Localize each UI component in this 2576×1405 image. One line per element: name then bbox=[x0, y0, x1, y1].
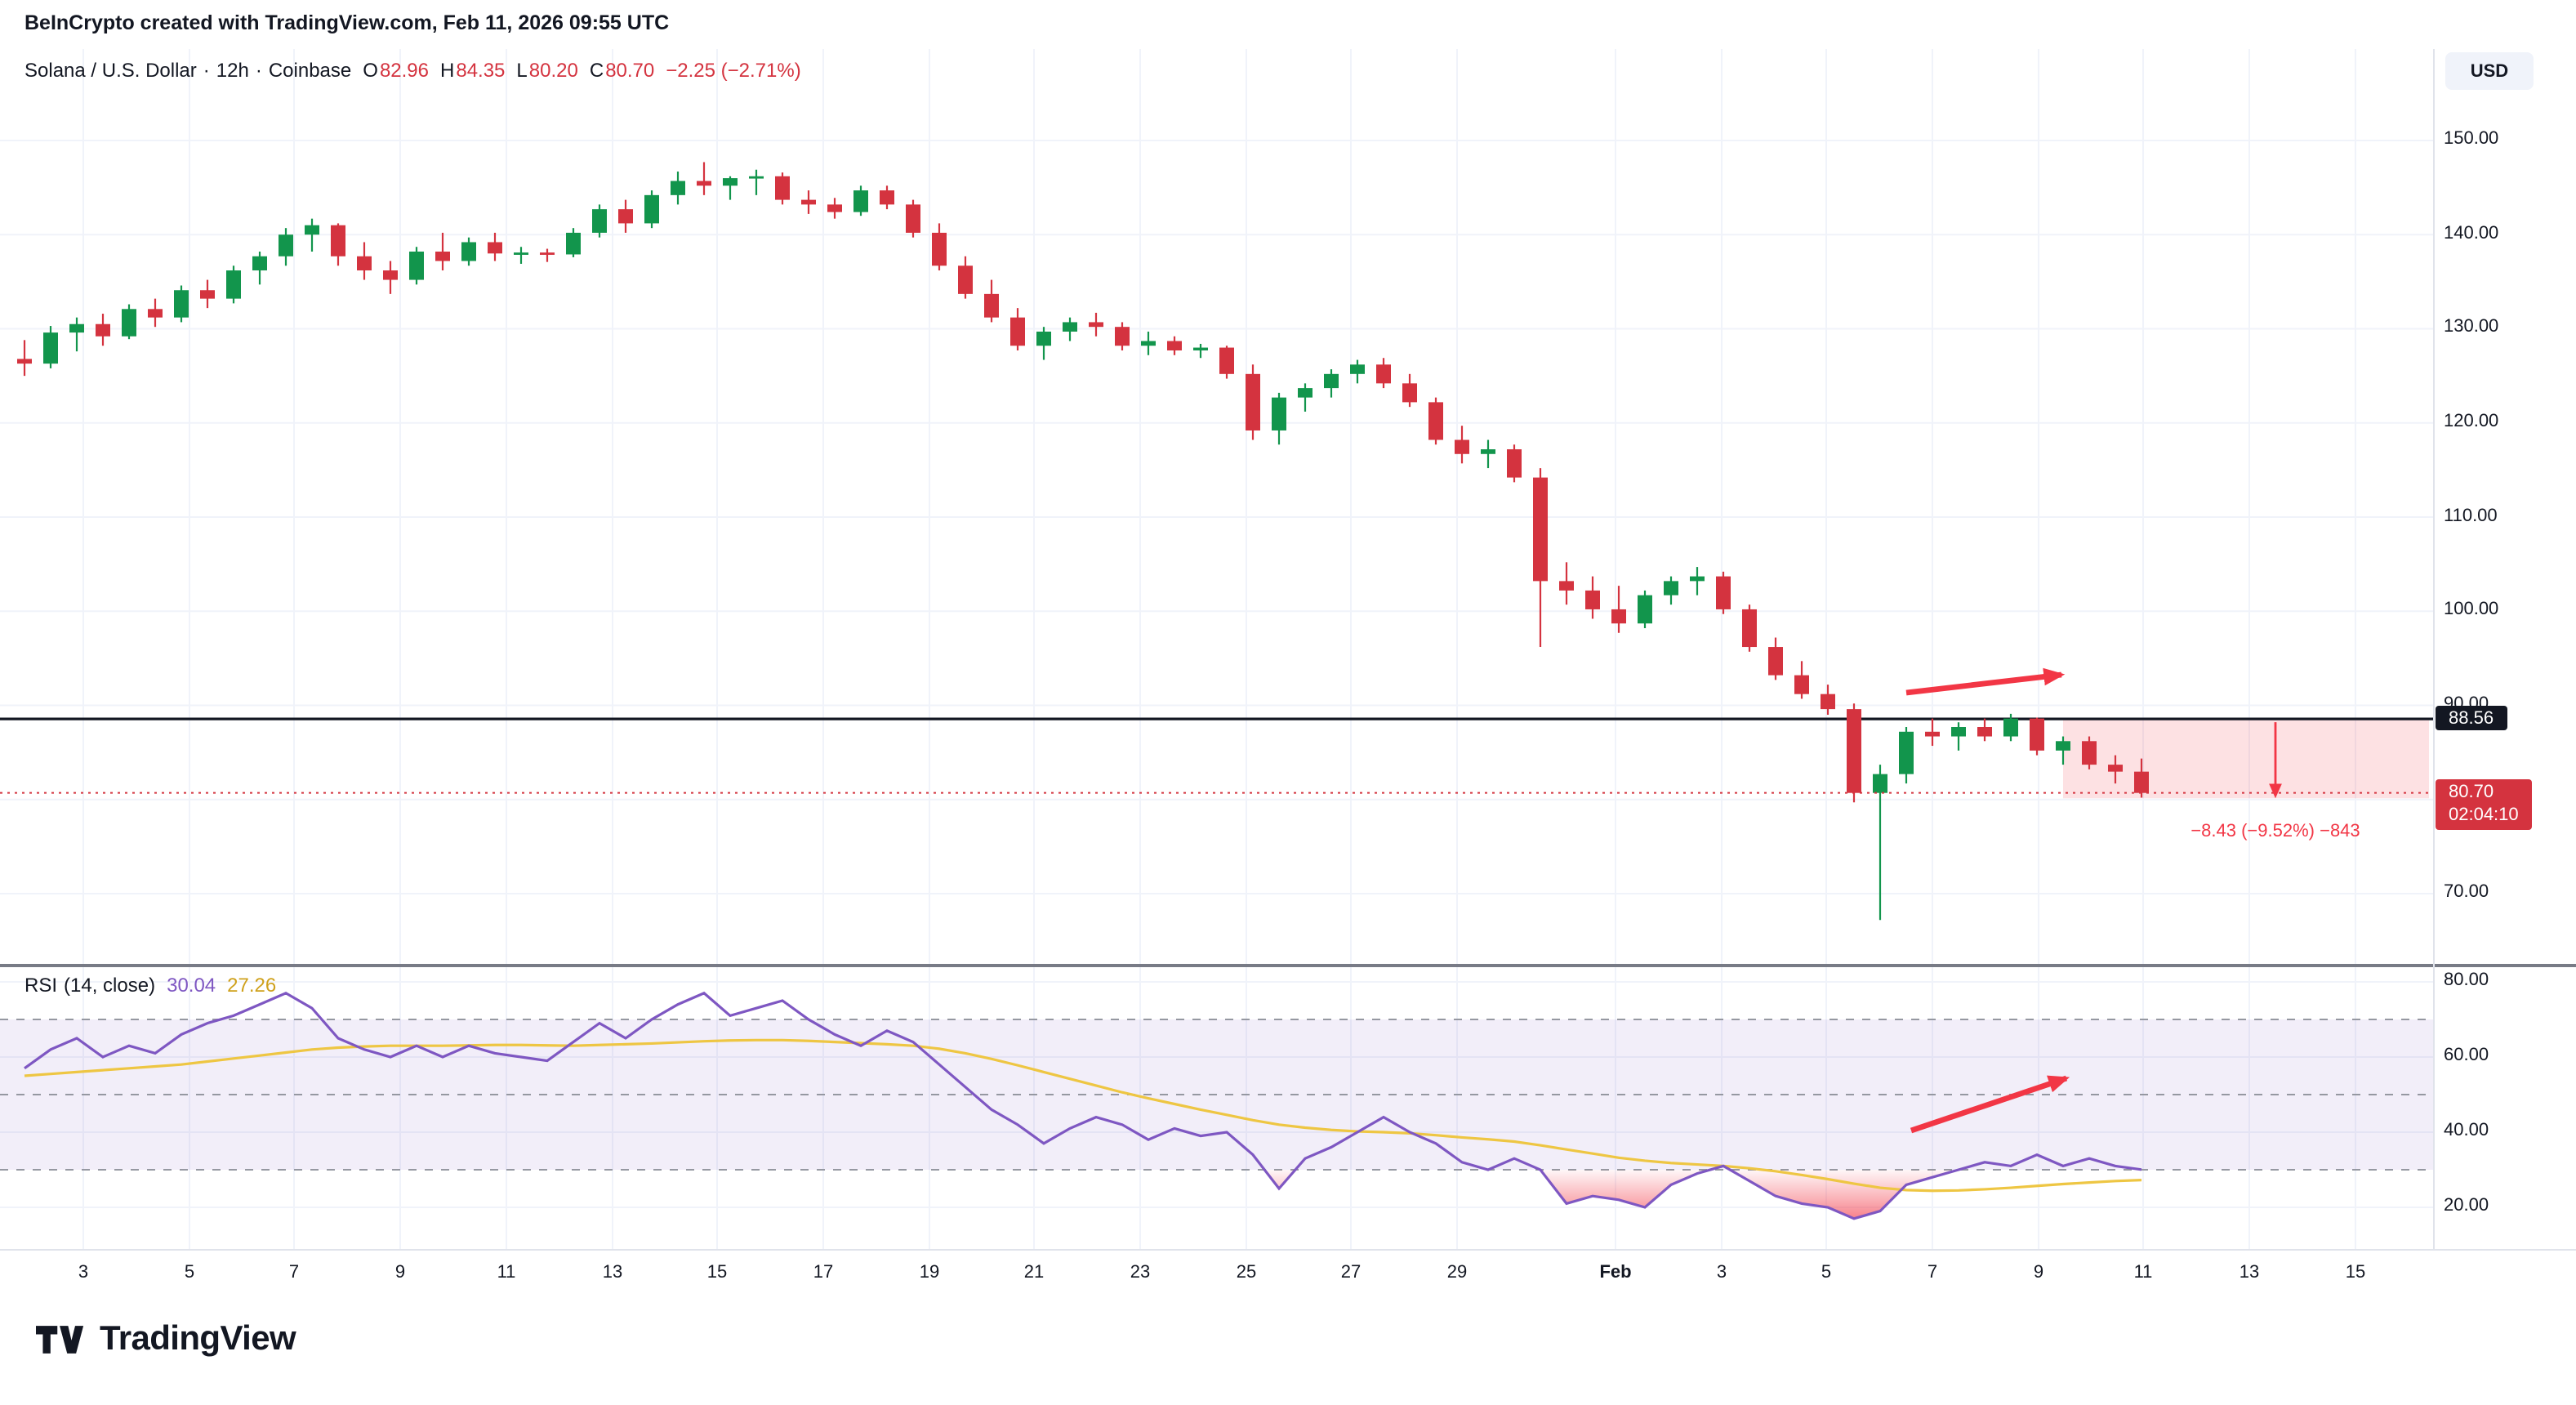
ohlc-high-label: H bbox=[440, 59, 455, 82]
candlestick-series bbox=[17, 162, 2149, 921]
last-price-value: 80.70 bbox=[2449, 783, 2494, 802]
symbol-name[interactable]: Solana / U.S. Dollar bbox=[25, 59, 197, 82]
price-level-badge: 88.56 bbox=[2436, 706, 2507, 730]
ohlc-low-value: 80.20 bbox=[528, 59, 578, 82]
tradingview-logo-icon bbox=[36, 1326, 84, 1354]
rsi-ma-value: 27.26 bbox=[227, 974, 277, 997]
tradingview-wordmark: TradingView bbox=[100, 1320, 296, 1358]
rsi-oversold-fill bbox=[1264, 1170, 1959, 1219]
measure-label: −8.43 (−9.52%) −843 bbox=[2190, 822, 2360, 841]
trend-arrow-main[interactable] bbox=[1905, 667, 2066, 696]
highlight-box[interactable] bbox=[2063, 719, 2429, 799]
rsi-ma-line bbox=[24, 1038, 2142, 1193]
change-value: −2.25 (−2.71%) bbox=[666, 59, 801, 82]
countdown-timer: 02:04:10 bbox=[2449, 805, 2519, 824]
ohlc-close-value: 80.70 bbox=[605, 59, 655, 82]
last-price-badge: 80.70 02:04:10 bbox=[2436, 779, 2532, 830]
rsi-band bbox=[0, 1019, 2434, 1171]
ohlc-low-label: L bbox=[516, 59, 528, 82]
trend-arrow-rsi[interactable] bbox=[1910, 1075, 2070, 1134]
tradingview-logo[interactable]: TradingView bbox=[36, 1320, 296, 1359]
ohlc-open-value: 82.96 bbox=[379, 59, 429, 82]
ohlc-close-label: C bbox=[589, 59, 604, 82]
ohlc-open-label: O bbox=[363, 59, 378, 82]
rsi-legend: RSI (14, close) 30.04 27.26 bbox=[25, 974, 276, 997]
symbol-exchange[interactable]: Coinbase bbox=[268, 59, 352, 82]
rsi-title[interactable]: RSI bbox=[25, 974, 58, 997]
legend-separator: · bbox=[255, 59, 262, 82]
gridlines bbox=[0, 49, 2434, 1250]
attribution-text: BeInCrypto created with TradingView.com,… bbox=[25, 11, 670, 34]
rsi-params: (14, close) bbox=[64, 974, 156, 997]
legend-separator: · bbox=[203, 59, 210, 82]
rsi-value: 30.04 bbox=[167, 974, 216, 997]
rsi-line bbox=[24, 991, 2142, 1220]
symbol-interval[interactable]: 12h bbox=[216, 59, 249, 82]
currency-toggle-button[interactable]: USD bbox=[2445, 52, 2534, 90]
ohlc-high-value: 84.35 bbox=[456, 59, 506, 82]
